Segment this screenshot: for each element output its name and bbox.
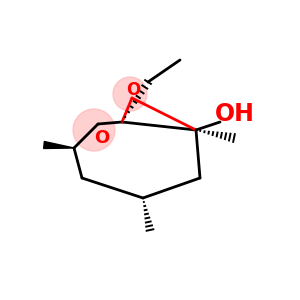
Text: O: O — [126, 81, 140, 99]
Circle shape — [113, 77, 147, 111]
Text: O: O — [94, 129, 110, 147]
Polygon shape — [44, 142, 74, 148]
Text: OH: OH — [215, 102, 255, 126]
Circle shape — [73, 109, 115, 151]
